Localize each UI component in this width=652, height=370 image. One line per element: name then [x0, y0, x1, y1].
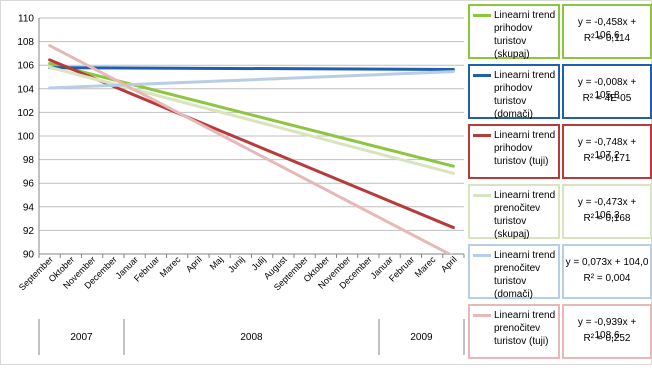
- trend-line: [48, 70, 455, 90]
- legend-entry: Linearni trend prenočitev turistov (tuji…: [468, 304, 560, 359]
- x-category-label: April: [439, 254, 459, 274]
- trend-line: [48, 65, 455, 175]
- trend-line: [48, 66, 455, 71]
- legend-swatch: [473, 74, 491, 77]
- trend-r-squared: R² = 0,168: [583, 213, 631, 224]
- year-label: 2007: [70, 332, 93, 343]
- trend-equation: y = 0,073x + 104,0: [565, 257, 649, 268]
- y-tick-label: 94: [23, 202, 35, 213]
- x-category-label: Marec: [158, 254, 183, 279]
- trend-equation: y = -0,473x + 106,3: [577, 197, 637, 221]
- trend-equation-box: y = -0,939x + 108,6 R² = 0,252: [562, 304, 652, 359]
- y-tick-label: 98: [23, 155, 35, 166]
- trend-line: [48, 44, 453, 254]
- trend-equation-box: y = -0,473x + 106,3 R² = 0,168: [562, 184, 652, 239]
- legend-entry: Linearni trend prihodov turistov (domači…: [468, 64, 560, 120]
- trend-equation-box: y = -0,008x + 105,8 R² = 4E-05: [562, 64, 652, 119]
- year-label: 2008: [240, 332, 263, 343]
- x-category-label: Julij: [249, 254, 267, 272]
- trend-r-squared: R² = 0,171: [583, 153, 631, 164]
- trend-line: [48, 58, 455, 230]
- legend-label: Linearni trend prihodov turistov (skupaj…: [494, 10, 556, 60]
- legend-label: Linearni trend prenočitev turistov (tuji…: [494, 310, 556, 347]
- y-tick-label: 106: [17, 61, 34, 72]
- y-tick-label: 108: [17, 37, 34, 48]
- x-category-label: Junij: [226, 254, 246, 274]
- trend-equation-box: y = -0,458x + 106,6 R² = 0,114: [562, 4, 652, 59]
- legend-swatch: [473, 194, 491, 197]
- legend-label: Linearni trend prenočitev turistov (skup…: [494, 190, 556, 240]
- legend-swatch: [473, 314, 491, 317]
- legend-entry: Linearni trend prenočitev turistov (skup…: [468, 184, 560, 240]
- legend-entry: Linearni trend prihodov turistov (tuji): [468, 124, 560, 179]
- y-tick-label: 92: [23, 226, 35, 237]
- y-tick-label: 90: [23, 250, 35, 261]
- legend-label: Linearni trend prihodov turistov (domači…: [494, 70, 556, 120]
- legend-label: Linearni trend prenočitev turistov (doma…: [494, 250, 556, 300]
- trend-equation: y = -0,008x + 105,8: [577, 77, 637, 101]
- y-tick-label: 102: [17, 108, 34, 119]
- y-tick-label: 100: [17, 132, 34, 143]
- y-tick-label: 104: [17, 84, 34, 95]
- y-tick-label: 96: [23, 179, 35, 190]
- x-category-label: Maj: [208, 254, 225, 271]
- trend-equation-box: y = 0,073x + 104,0 R² = 0,004: [562, 244, 652, 299]
- trend-r-squared: R² = 4E-05: [582, 93, 632, 104]
- legend-swatch: [473, 134, 491, 137]
- trend-r-squared: R² = 0,252: [583, 333, 631, 344]
- legend-entry: Linearni trend prihodov turistov (skupaj…: [468, 4, 560, 60]
- y-tick-label: 110: [18, 14, 34, 25]
- legend-label: Linearni trend prihodov turistov (tuji): [494, 130, 556, 167]
- legend-swatch: [473, 254, 491, 257]
- legend-swatch: [473, 14, 491, 17]
- trend-r-squared: R² = 0,114: [583, 33, 631, 44]
- trend-equation-box: y = -0,748x + 107,2 R² = 0,171: [562, 124, 652, 179]
- x-category-label: April: [184, 254, 204, 274]
- trend-r-squared: R² = 0,004: [583, 273, 631, 284]
- trend-equation: y = -0,748x + 107,2: [577, 137, 637, 161]
- year-label: 2009: [410, 332, 433, 343]
- trend-equation: y = -0,939x + 108,6: [577, 317, 637, 341]
- x-category-label: Marec: [413, 254, 438, 279]
- trend-equation: y = -0,458x + 106,6: [577, 17, 637, 41]
- legend-entry: Linearni trend prenočitev turistov (doma…: [468, 244, 560, 300]
